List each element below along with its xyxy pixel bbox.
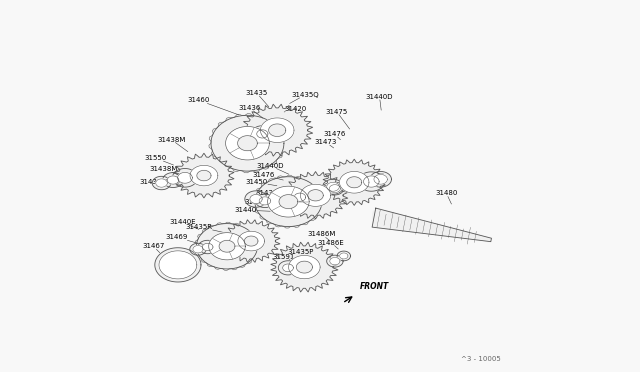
Text: 31440D: 31440D: [366, 94, 393, 110]
Polygon shape: [339, 171, 369, 193]
Polygon shape: [372, 211, 375, 224]
Polygon shape: [159, 251, 197, 279]
Text: 31469: 31469: [166, 234, 198, 243]
Text: 31473: 31473: [314, 139, 337, 148]
Text: 31435R: 31435R: [186, 224, 227, 233]
Polygon shape: [155, 248, 201, 282]
Text: 31435: 31435: [246, 90, 269, 107]
Polygon shape: [209, 232, 245, 260]
Text: 31450: 31450: [246, 179, 277, 186]
Polygon shape: [211, 115, 284, 171]
Polygon shape: [283, 264, 293, 272]
Text: 31435P: 31435P: [287, 249, 314, 259]
Text: 31475: 31475: [326, 109, 349, 129]
Text: 31591: 31591: [273, 254, 296, 263]
Polygon shape: [323, 159, 385, 205]
Polygon shape: [268, 186, 309, 217]
Polygon shape: [197, 170, 211, 181]
Text: 31476: 31476: [252, 172, 284, 180]
Text: 31467: 31467: [142, 243, 164, 253]
Text: 31440E: 31440E: [169, 219, 199, 230]
Polygon shape: [294, 193, 306, 201]
Polygon shape: [347, 177, 362, 188]
Polygon shape: [156, 179, 167, 187]
Polygon shape: [255, 177, 322, 227]
Polygon shape: [278, 261, 298, 275]
Polygon shape: [296, 261, 312, 273]
Polygon shape: [196, 224, 257, 269]
Polygon shape: [190, 243, 206, 255]
Polygon shape: [167, 176, 179, 184]
Text: 31486M: 31486M: [308, 231, 336, 241]
Text: 31436M: 31436M: [244, 199, 288, 205]
Polygon shape: [255, 194, 275, 208]
Text: 31460: 31460: [188, 97, 239, 115]
Polygon shape: [260, 118, 294, 142]
Polygon shape: [259, 197, 271, 205]
Text: 31440D: 31440D: [256, 163, 289, 174]
Polygon shape: [245, 191, 267, 207]
Polygon shape: [374, 174, 387, 184]
Polygon shape: [326, 182, 344, 195]
Polygon shape: [172, 169, 198, 187]
Polygon shape: [337, 251, 351, 261]
Polygon shape: [284, 171, 348, 219]
Polygon shape: [327, 182, 339, 191]
Text: 31420: 31420: [284, 106, 307, 112]
Polygon shape: [223, 220, 280, 262]
Polygon shape: [242, 104, 313, 156]
Text: FRONT: FRONT: [360, 282, 389, 291]
Text: ^3 - 10005: ^3 - 10005: [461, 356, 500, 362]
Polygon shape: [300, 184, 331, 206]
Text: 31439M: 31439M: [139, 179, 168, 187]
Polygon shape: [340, 253, 348, 259]
Polygon shape: [174, 153, 234, 198]
Polygon shape: [244, 236, 258, 246]
Polygon shape: [370, 171, 392, 187]
Polygon shape: [326, 255, 343, 267]
Polygon shape: [330, 185, 340, 193]
Text: 31435Q: 31435Q: [289, 92, 319, 103]
Polygon shape: [372, 208, 492, 242]
Polygon shape: [308, 190, 323, 201]
Polygon shape: [330, 257, 340, 265]
Polygon shape: [178, 173, 192, 183]
Text: 31550: 31550: [145, 155, 173, 165]
Polygon shape: [163, 173, 184, 187]
Polygon shape: [358, 172, 385, 191]
Polygon shape: [323, 179, 344, 194]
Text: 31480: 31480: [435, 190, 458, 204]
Text: 31476: 31476: [323, 131, 346, 140]
Polygon shape: [219, 240, 235, 252]
Text: 31438M: 31438M: [157, 137, 188, 152]
Text: 31486E: 31486E: [318, 240, 344, 249]
Polygon shape: [195, 222, 259, 270]
Polygon shape: [250, 195, 262, 203]
Polygon shape: [279, 195, 298, 209]
Polygon shape: [209, 114, 286, 173]
Text: 31436: 31436: [238, 105, 263, 118]
Polygon shape: [190, 166, 218, 186]
Polygon shape: [271, 242, 338, 292]
Polygon shape: [238, 231, 264, 251]
Polygon shape: [225, 126, 269, 160]
Polygon shape: [257, 130, 268, 138]
Polygon shape: [269, 124, 286, 137]
Polygon shape: [152, 176, 171, 190]
Polygon shape: [251, 126, 273, 142]
Polygon shape: [364, 176, 379, 187]
Text: 31435: 31435: [255, 190, 294, 196]
Polygon shape: [253, 175, 324, 228]
Polygon shape: [193, 246, 203, 253]
Text: 31440: 31440: [234, 207, 270, 213]
Polygon shape: [202, 243, 213, 251]
Text: 31438M: 31438M: [150, 166, 179, 175]
Polygon shape: [289, 190, 310, 205]
Polygon shape: [198, 240, 218, 254]
Polygon shape: [237, 136, 257, 151]
Polygon shape: [289, 256, 320, 279]
